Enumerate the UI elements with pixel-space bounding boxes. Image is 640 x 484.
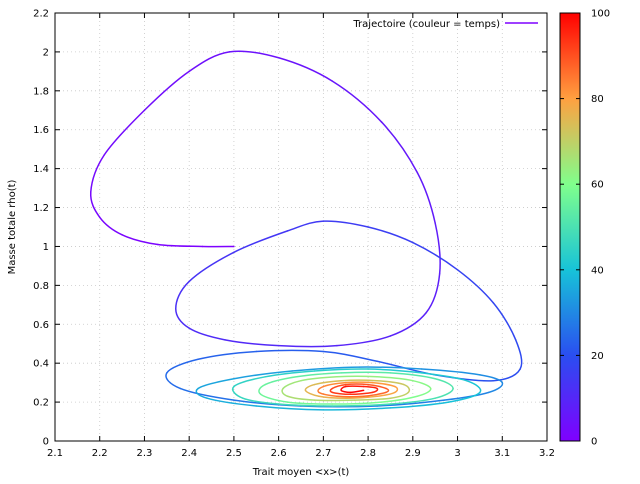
trajectory-segment [417,173,435,224]
trajectory-segment [91,155,104,192]
trajectory-segment [256,350,323,351]
y-tick-label: 1.8 [33,86,49,97]
trajectory-segment [198,379,234,389]
trajectory-segment [176,309,189,328]
trajectory-segment [435,223,440,274]
x-tick-label: 3.2 [539,448,555,459]
colorbar-gradient [560,13,580,441]
colorbar-tick-label: 60 [591,180,604,191]
trajectory-segment [189,52,229,71]
trajectory-segment [167,359,198,373]
y-tick-label: 1.4 [33,164,49,175]
trajectory-segment [417,388,430,396]
x-tick-label: 2.1 [47,448,63,459]
trajectory-segment [288,402,333,404]
trajectory-segment [395,387,398,393]
trajectory-segment [288,221,324,231]
trajectory-segment [225,340,279,346]
legend: Trajectoire (couleur = temps) [352,19,538,30]
trajectory-segment [189,328,225,340]
trajectory-segment [279,58,333,81]
trajectory-segment [426,274,439,313]
y-tick-label: 0.8 [33,281,49,292]
trajectory-segment [196,388,207,398]
trajectory-segment [91,192,100,217]
y-tick-label: 0.2 [33,398,49,409]
trajectory-segment [323,352,377,362]
trajectory-segment [279,346,337,347]
y-tick-label: 1 [43,242,49,253]
trajectory-segment [404,385,409,393]
x-tick-label: 2.5 [226,448,242,459]
trajectory-segment [337,336,391,346]
colorbar-tick-label: 40 [591,265,604,276]
x-tick-label: 2.7 [315,448,331,459]
colorbar: 0 20 40 60 80 100 [560,9,610,448]
colorbar-tick-label: 100 [591,9,610,20]
trajectory-segment [261,394,288,402]
x-tick-label: 2.6 [271,448,287,459]
x-tick-label: 2.3 [137,448,153,459]
y-tick-label: 2 [43,47,49,58]
x-tick-label: 2.9 [405,448,421,459]
trajectory-segment [233,387,243,399]
trajectory-segment [189,252,234,281]
y-tick-label: 0.6 [33,320,49,331]
trajectory-segment [158,245,203,247]
trajectory-segment [104,110,144,155]
colorbar-tick-label: 0 [591,437,597,448]
trajectory-segment [516,340,522,369]
trajectory-segment [341,387,346,391]
x-tick-label: 3 [454,448,460,459]
trajectory-segment [435,379,453,389]
trajectory-segment [350,390,363,392]
trajectory-segment [288,396,315,400]
trajectory-segment [198,352,256,360]
trajectory-segment [323,408,390,410]
trajectory-segment [368,227,413,243]
trajectory-segment [332,81,381,122]
colorbar-tick-label: 80 [591,94,604,105]
y-axis-label: Masse totale rho(t) [7,179,18,274]
trajectory-segment [377,377,413,381]
x-tick-label: 2.8 [360,448,376,459]
trajectory-segment [166,373,180,389]
trajectory-segment [435,388,453,398]
x-tick-label: 2.2 [92,448,108,459]
trajectory-segment [323,221,368,227]
trajectory-segment [283,381,301,389]
y-tick-label: 1.2 [33,203,49,214]
trajectory-segment [305,385,314,391]
trajectory-segment [100,217,122,235]
legend-entry-label: Trajectoire (couleur = temps) [352,19,500,30]
trajectory-segment [234,231,288,252]
trajectory-segment [282,388,287,396]
trajectory-segment [413,381,431,389]
trajectory-segment [305,390,318,396]
x-tick-label: 2.4 [181,448,197,459]
trajectory-segment [301,377,337,381]
trajectory-segment [259,385,265,395]
trajectory-segment [318,387,323,393]
colorbar-tick-label: 20 [591,351,604,362]
trajectory-segment [364,387,377,389]
trajectory-segment [466,381,480,393]
y-tick-label: 2.2 [33,9,49,20]
trajectory-segment [489,383,503,393]
x-tick-label: 3.1 [494,448,510,459]
trajectory-segment [493,303,515,340]
trajectory-segment [122,235,158,245]
y-tick-label: 0 [43,437,49,448]
trajectory-segment [341,372,390,373]
trajectory-segment [458,270,494,303]
trajectory-segment [341,390,350,392]
trajectory-series [91,51,522,410]
x-axis-label: Trait moyen <x>(t) [252,467,350,478]
y-tick-label: 1.6 [33,125,49,136]
axis-ticks: 2.1 2.2 2.3 2.4 2.5 2.6 2.7 2.8 2.9 3 3.1 3.2 0 0.2 0.… [33,9,555,460]
y-tick-label: 0.4 [33,359,49,370]
